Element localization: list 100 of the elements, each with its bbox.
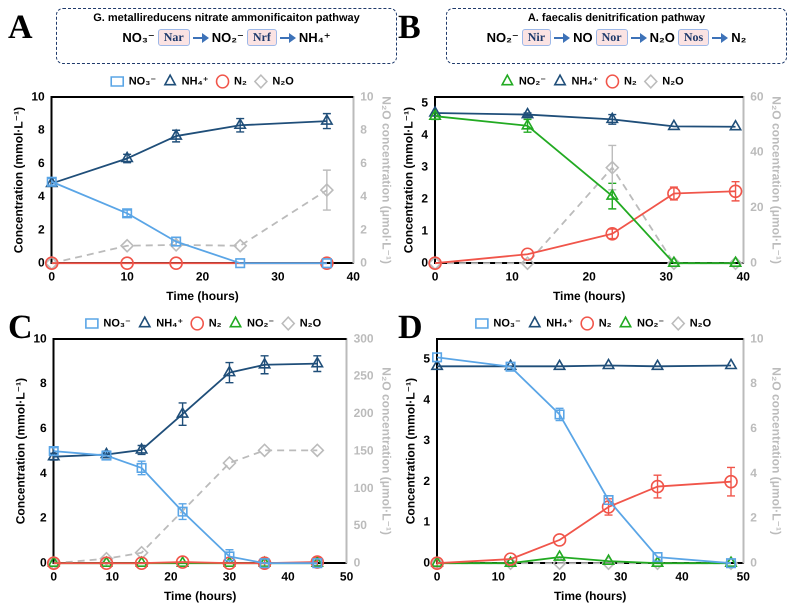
text: NO₂⁻: [212, 30, 244, 46]
y-tick-label: 1: [423, 514, 430, 529]
text: NH₄⁺: [298, 30, 331, 46]
legend-label: NH₄⁺: [572, 76, 599, 88]
y2-axis-title: N₂O concentration (μmol·L⁻¹): [769, 96, 784, 264]
y2-tick-label: 0: [750, 556, 758, 570]
x-tick-label: 30: [222, 570, 236, 584]
y2-tick-label: 200: [354, 406, 374, 420]
y2-tick-label: 8: [360, 122, 368, 137]
y2-tick-label: 150: [354, 443, 374, 458]
legend-label: N₂: [624, 76, 637, 88]
y2-tick-label: 2: [360, 222, 368, 236]
y-tick-label: 5: [423, 352, 430, 366]
chart-subtitle: A. faecalis denitrification pathway: [526, 12, 706, 24]
y-tick-label: 3: [423, 433, 430, 448]
x-tick-label: 50: [736, 570, 750, 584]
legend-label: N₂O: [662, 76, 684, 88]
y-tick-label: 4: [40, 466, 48, 480]
x-tick-label: 30: [271, 270, 285, 284]
y-tick-label: 0: [38, 256, 46, 270]
legend-label: NH₄⁺: [182, 76, 209, 88]
y-tick-label: 3: [421, 160, 428, 174]
y2-tick-label: 4: [360, 189, 368, 204]
y-axis-title: Concentration (mmol·L⁻¹): [12, 106, 26, 254]
y-tick-label: 0: [421, 256, 428, 270]
y-axis-title: Concentration (mmol·L⁻¹): [402, 106, 416, 254]
legend-label: N₂: [598, 318, 612, 330]
legend-label: NO₂⁻: [518, 76, 546, 88]
y-axis-title: Concentration (mmol·L⁻¹): [404, 378, 418, 524]
y-tick-label: 2: [423, 474, 430, 488]
x-tick-label: 40: [281, 570, 296, 584]
legend-label: NO₃⁻: [103, 318, 131, 330]
x-tick-label: 50: [340, 570, 354, 584]
y-tick-label: 8: [40, 376, 48, 390]
y-tick-label: 2: [40, 510, 48, 525]
x-tick-label: 20: [552, 570, 567, 584]
y2-tick-label: 0: [360, 256, 368, 270]
y2-tick-label: 10: [360, 89, 374, 104]
y2-tick-label: 50: [354, 518, 368, 532]
x-tick-label: 20: [196, 270, 210, 284]
text: NO: [573, 30, 593, 45]
text: NO₂⁻: [486, 30, 519, 46]
legend-label: N₂: [234, 76, 247, 88]
y2-tick-label: 6: [360, 156, 368, 170]
y2-tick-label: 300: [354, 331, 374, 346]
x-tick-label: 30: [660, 270, 674, 284]
x-tick-label: 20: [582, 270, 596, 284]
x-axis-title: Time (hours): [164, 589, 236, 604]
y2-tick-label: 40: [750, 144, 764, 159]
x-tick-label: 10: [492, 570, 506, 584]
y-tick-label: 0: [423, 556, 430, 570]
y2-tick-label: 20: [750, 200, 764, 214]
text: Nar: [158, 29, 190, 46]
legend-label: NH₄⁺: [546, 318, 574, 330]
legend-label: NO₃⁻: [128, 76, 156, 88]
y-tick-label: 1: [421, 224, 428, 238]
y-tick-label: 10: [31, 89, 46, 104]
text: N₂O: [650, 30, 675, 45]
y-tick-label: 10: [33, 331, 48, 346]
y2-axis-title: N₂O concentration (μmol·L⁻¹): [769, 367, 784, 535]
legend-label: N₂: [208, 318, 222, 330]
y-tick-label: 2: [38, 222, 46, 236]
x-tick-label: 10: [505, 270, 520, 284]
chart-title: B: [398, 9, 421, 46]
y2-tick-label: 10: [750, 331, 764, 346]
y2-tick-label: 0: [354, 556, 361, 570]
text: Nos: [678, 29, 710, 46]
text: NO₃⁻: [122, 30, 155, 46]
legend-label: NH₄⁺: [156, 318, 184, 330]
x-tick-label: 0: [434, 570, 441, 584]
y2-tick-label: 4: [750, 466, 758, 480]
y-tick-label: 0: [40, 556, 48, 570]
legend-label: N₂O: [690, 318, 712, 330]
y2-tick-label: 100: [354, 480, 374, 495]
y-axis-title: Concentration (mmol·L⁻¹): [14, 378, 28, 524]
text: N₂: [731, 30, 746, 45]
x-tick-label: 30: [614, 570, 628, 584]
y2-tick-label: 6: [750, 420, 758, 435]
y2-tick-label: 0: [750, 256, 758, 270]
legend-label: NO₂⁻: [637, 318, 664, 330]
legend-label: NO₃⁻: [493, 318, 521, 330]
x-tick-label: 10: [120, 270, 134, 284]
text: Nir: [522, 29, 552, 46]
x-tick-label: 40: [346, 270, 360, 284]
text: Nor: [596, 29, 628, 46]
legend-label: NO₂⁻: [247, 318, 274, 330]
y2-tick-label: 2: [750, 510, 758, 525]
text: Nrf: [246, 29, 277, 46]
y-tick-label: 2: [421, 192, 428, 206]
y-tick-label: 8: [38, 122, 46, 137]
y-tick-label: 4: [421, 128, 428, 142]
chart-subtitle: G. metallireducens nitrate ammonificaiton pathway: [92, 12, 361, 24]
y-tick-label: 4: [423, 392, 430, 406]
y2-axis-title: N₂O concentration (μmol·L⁻¹): [379, 96, 394, 264]
x-tick-label: 40: [675, 570, 690, 584]
legend-label: N₂O: [300, 318, 322, 330]
y-tick-label: 6: [38, 156, 46, 170]
chart-title: C: [8, 309, 33, 346]
y2-tick-label: 60: [750, 89, 764, 104]
x-tick-label: 10: [106, 570, 120, 584]
